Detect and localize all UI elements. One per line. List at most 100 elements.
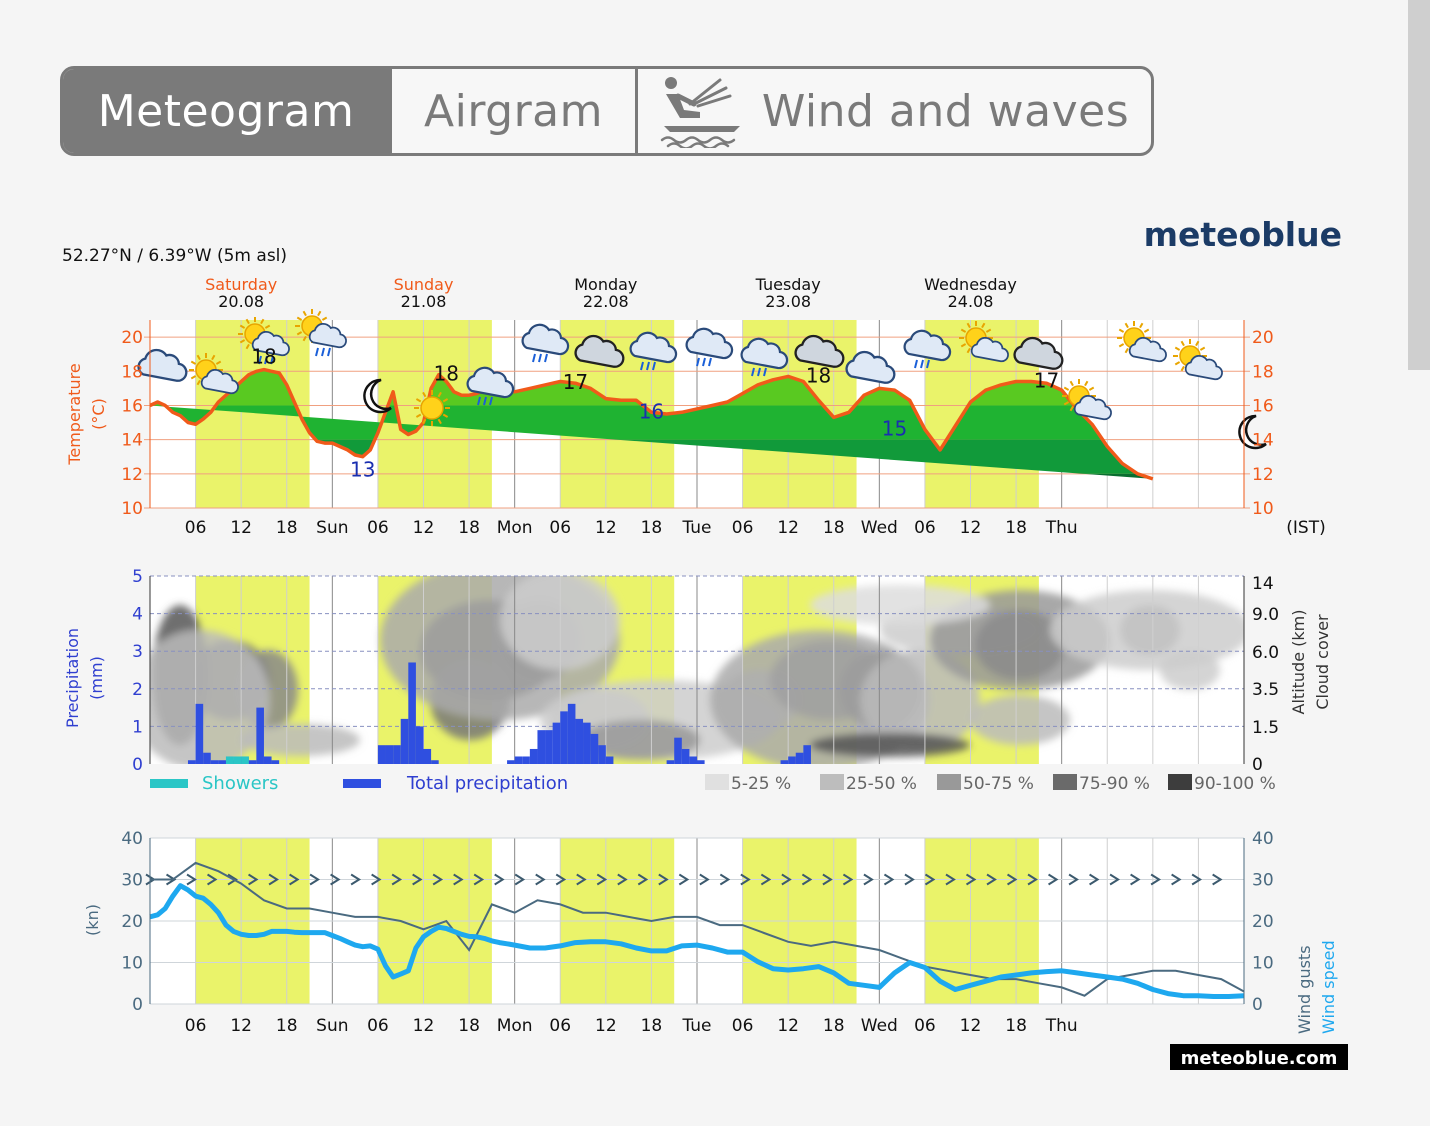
precip-bar [377,745,386,764]
sun-ray [190,360,197,365]
x-tick-label: Wed [861,518,898,538]
raindrop [258,355,262,365]
x-tick-label: 06 [185,1016,207,1036]
wind-grid [150,837,1244,1005]
cloud-cover-blob [1160,650,1220,690]
cloud-shape [794,334,845,368]
precip-bar [552,722,561,764]
precip-legend: Showers Total precipitation 5-25 % 25-50 % 5… [150,773,1276,794]
wind-tick-left: 40 [121,829,143,849]
wind-arrow [945,873,956,886]
sun-ray [437,391,442,398]
cloud-shape [251,330,290,357]
cloud-cover-swatch [937,774,961,790]
wind-arrow [371,873,382,886]
sun-ray [437,418,442,425]
precip-bar [423,748,432,764]
wind-arrow [822,873,833,886]
raindrop [327,347,331,357]
sun-ray [260,318,265,325]
temperature-axis-title: Temperature (°C) [65,363,108,465]
x-tick-label: 18 [458,518,480,538]
altitude-tick: 0 [1252,755,1263,775]
wind-arrow [186,873,197,886]
wind-arrow [576,873,587,886]
sun-ray [442,413,449,418]
meteoblue-logo: meteoblue [1144,215,1342,254]
precip-bar [590,733,599,764]
sun-ray [1180,340,1185,347]
tab-meteogram-label: Meteogram [97,85,355,137]
x-tick-label: 06 [732,518,754,538]
rain-icon [640,361,656,371]
wind-arrow [863,873,874,886]
wind-arrow [555,873,567,886]
altitude-tick: 6.0 [1252,643,1279,663]
precip-bar [218,760,226,764]
day-name: Saturday [205,275,277,294]
precip-bar [788,756,796,764]
day-date: 21.08 [401,292,447,311]
raindrop [646,361,650,371]
footer-brand[interactable]: meteoblue.com [1181,1048,1338,1069]
precip-bar [514,756,523,764]
temperature-value-label: 15 [882,416,907,440]
x-tick-label: 12 [230,518,252,538]
raindrop [652,361,656,371]
sun-ray [1199,346,1206,351]
x-tick-label: 06 [549,518,571,538]
raindrop [708,357,712,367]
precip-bar [598,745,606,764]
rain-icon [914,359,930,369]
sun-ray [239,339,246,344]
precip-bar [605,756,614,764]
cloud-icon [574,334,625,368]
x-tick-label: 12 [777,518,799,538]
x-tick-label: Mon [497,1016,533,1036]
sun-ray [196,354,201,361]
wind-arrow [535,873,546,886]
temperature-value-label: 13 [350,458,375,482]
moon-icon [363,378,392,414]
cloud-icon [1073,394,1112,421]
tab-wind-and-waves[interactable]: Wind and waves [635,69,1151,153]
sun-ray [1174,346,1181,351]
sun-ray [321,316,328,321]
raindrop [696,357,700,367]
tab-meteogram[interactable]: Meteogram [63,69,389,153]
wind-arrow [637,873,649,886]
cloud-shape [308,322,347,349]
sun-icon [414,390,450,426]
wind-arrow [719,873,731,886]
cloud-shape [1184,354,1223,381]
precip-tick: 4 [132,605,143,625]
precip-bar [537,730,546,764]
x-tick-label: 12 [413,518,435,538]
raindrop [926,359,930,369]
page-scrollbar[interactable] [1408,0,1430,370]
wind-arrow [801,873,813,886]
sun-ray [1139,322,1144,329]
wind-speed-line [149,883,1245,999]
x-tick-label: 12 [777,1016,799,1036]
view-tabs: Meteogram Airgram Wind and waves [60,66,1154,156]
cloud-shape [740,337,789,370]
cloud-icon [740,337,789,370]
wind-tick-left: 0 [132,995,143,1015]
precip-bar [674,737,682,764]
cloud-icon [845,350,896,384]
precip-bar [795,752,804,764]
precip-bar [803,745,811,764]
precip-y-axis: 0 1 2 3 4 5 0 1.5 3.5 6.0 9.0 14 [132,567,1279,775]
sun-ray [422,391,427,398]
wind-y-axis: 0 0 10 10 20 20 30 30 40 40 [121,829,1273,1015]
x-tick-label: Wed [861,1016,898,1036]
wind-arrow [658,873,669,886]
precip-bar [780,760,789,764]
x-tick-label: 06 [732,1016,754,1036]
cloud-cover-legend-label: 5-25 % [731,774,791,794]
tab-airgram[interactable]: Airgram [389,69,635,153]
temperature-tick-right: 12 [1252,465,1274,485]
precip-bar [567,703,576,764]
